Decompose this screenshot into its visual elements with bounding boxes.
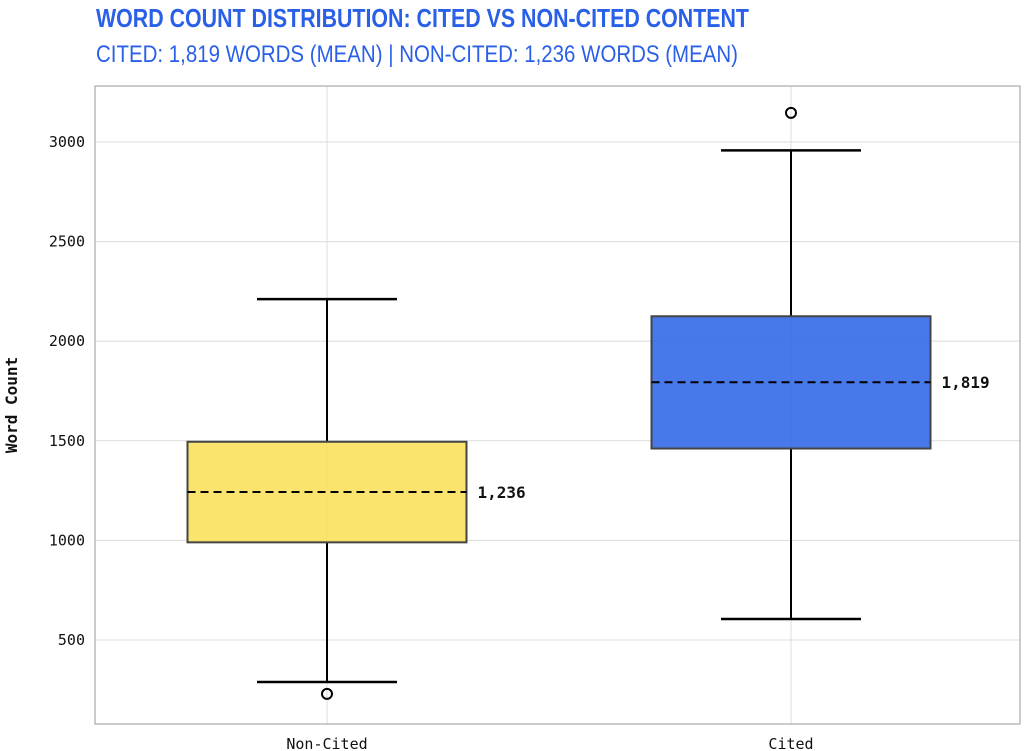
x-axis-ticks: Non-Cited Cited: [286, 735, 813, 751]
outlier-point: [785, 106, 797, 119]
y-tick-label: 2000: [49, 332, 85, 350]
chart-subtitle: CITED: 1,819 WORDS (MEAN) | NON-CITED: 1…: [96, 41, 738, 68]
y-tick-label: 3000: [49, 133, 85, 151]
y-tick-label: 1000: [49, 531, 85, 549]
y-tick-label: 500: [58, 631, 85, 649]
outlier-point: [321, 687, 333, 700]
y-tick-label: 1500: [49, 432, 85, 450]
x-tick-label: Non-Cited: [286, 735, 367, 751]
x-tick-label: Cited: [768, 735, 813, 751]
box-cited: 1,819: [650, 106, 990, 621]
y-axis-ticks: 500 1000 1500 2000 2500 3000: [49, 133, 85, 649]
chart-title: WORD COUNT DISTRIBUTION: CITED VS NON-CI…: [96, 3, 749, 33]
boxes: 1,236 1,819: [186, 106, 990, 700]
mean-label: 1,236: [478, 483, 526, 502]
box-non-cited: 1,236: [186, 297, 526, 700]
plot-frame: [94, 85, 1021, 725]
y-axis-label: Word Count: [2, 357, 21, 453]
y-tick-label: 2500: [49, 233, 85, 251]
mean-label: 1,819: [942, 373, 990, 392]
